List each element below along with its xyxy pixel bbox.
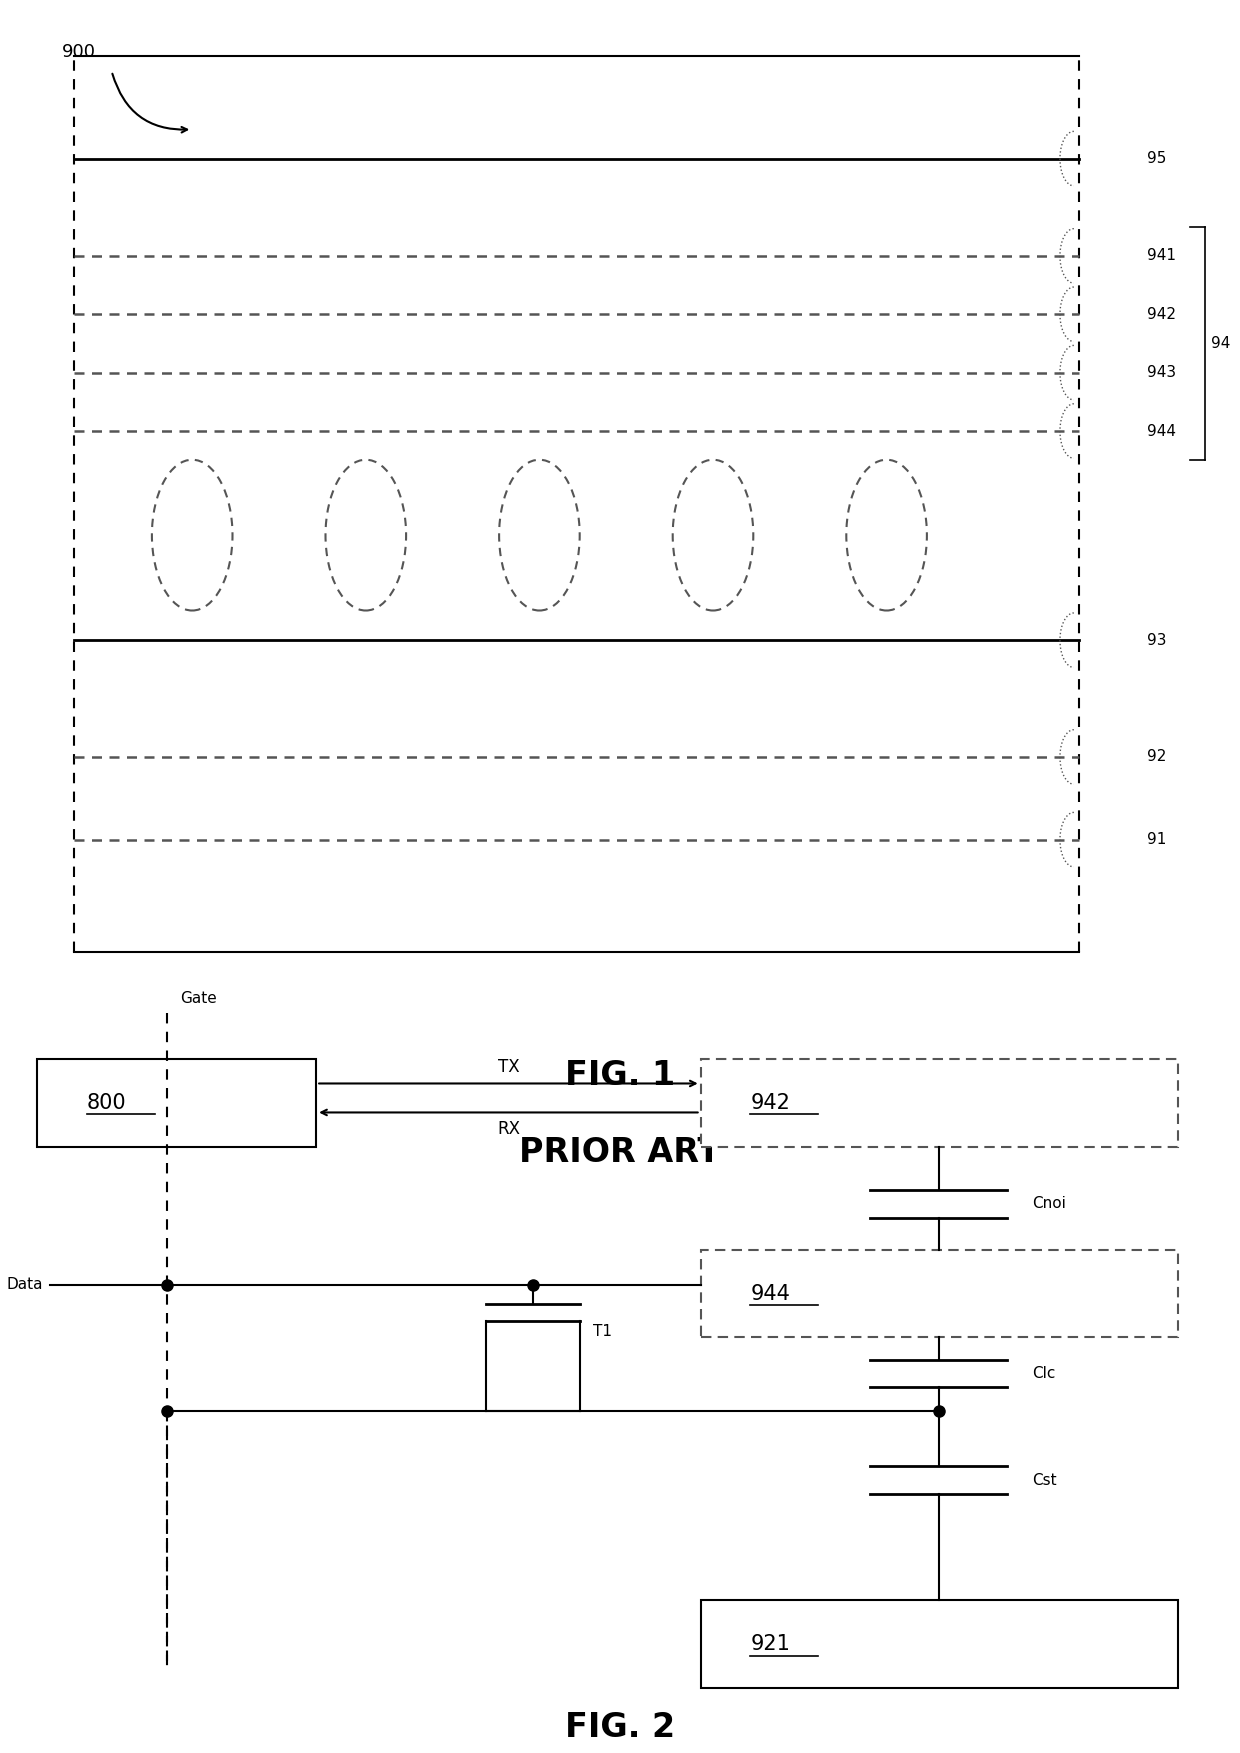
Text: Gate: Gate: [180, 990, 217, 1006]
Text: Cst: Cst: [1032, 1473, 1056, 1488]
Text: 94: 94: [1211, 337, 1231, 351]
Text: 942: 942: [1147, 307, 1176, 323]
Text: T1: T1: [593, 1325, 611, 1339]
Text: 91: 91: [1147, 833, 1167, 847]
Text: 943: 943: [1147, 365, 1176, 380]
Text: TX: TX: [497, 1057, 520, 1076]
Text: Clc: Clc: [1032, 1366, 1055, 1381]
Text: 800: 800: [87, 1092, 126, 1113]
Text: RX: RX: [497, 1120, 520, 1138]
Text: 921: 921: [750, 1634, 790, 1655]
Text: 941: 941: [1147, 249, 1176, 263]
Bar: [701, 1250, 1178, 1338]
Bar: [37, 1059, 316, 1146]
Text: FIG. 2: FIG. 2: [565, 1711, 675, 1744]
Text: 95: 95: [1147, 151, 1167, 167]
Text: 942: 942: [750, 1092, 790, 1113]
Text: FIG. 1: FIG. 1: [565, 1059, 675, 1092]
Bar: [701, 1600, 1178, 1688]
Text: 900: 900: [62, 42, 95, 61]
Text: PRIOR ART: PRIOR ART: [520, 1136, 720, 1169]
Text: Cnoi: Cnoi: [1032, 1197, 1065, 1211]
Bar: [701, 1059, 1178, 1146]
Text: 92: 92: [1147, 750, 1167, 764]
Text: Data: Data: [7, 1278, 43, 1292]
Text: 944: 944: [750, 1283, 790, 1304]
Text: 93: 93: [1147, 633, 1167, 647]
Text: 944: 944: [1147, 424, 1176, 438]
